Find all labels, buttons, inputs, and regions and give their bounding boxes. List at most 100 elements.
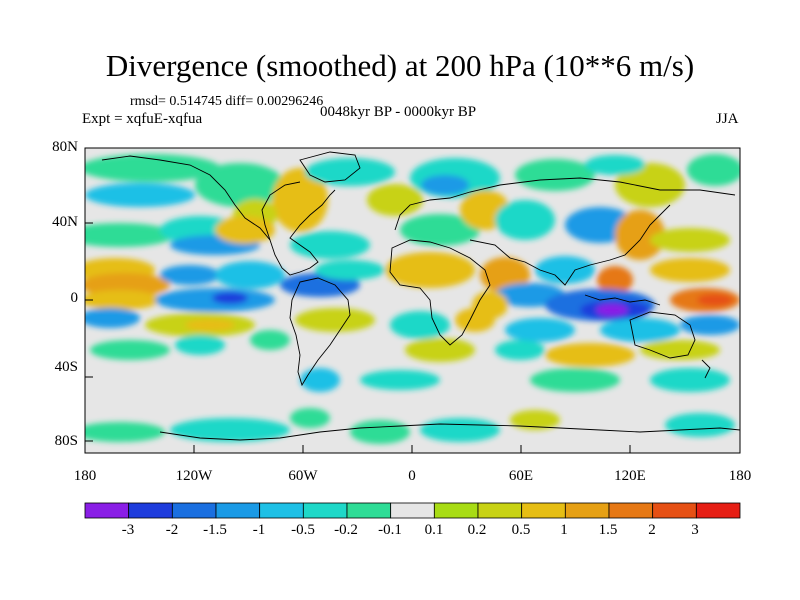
lat-label: 0: [70, 290, 79, 306]
contour-patch: [390, 311, 450, 339]
contour-patch: [85, 223, 175, 247]
contour-patch: [305, 158, 395, 186]
contour-patch: [600, 318, 680, 342]
stats-text: rmsd= 0.514745 diff= 0.00296246: [130, 94, 324, 109]
indonesia-coast: [584, 294, 661, 306]
contour-patch: [687, 154, 740, 186]
contour-patch: [250, 330, 290, 350]
colorbar-box: [302, 502, 348, 519]
colorbar-box: [390, 502, 435, 519]
contour-patch: [495, 340, 545, 360]
colorbar-label: -0.5: [291, 522, 315, 538]
greenland-coast: [299, 151, 361, 183]
contour-patch: [545, 343, 635, 367]
lon-label: 0: [408, 468, 416, 484]
africa-coast: [389, 239, 491, 346]
colorbar-box: [652, 502, 697, 519]
contour-patch: [170, 418, 290, 442]
colorbar-label: -0.2: [334, 522, 358, 538]
lat-label: 80N: [52, 139, 78, 155]
lat-label: 40S: [54, 359, 78, 375]
colorbar-box: [84, 502, 130, 519]
colorbar-label: 2: [648, 522, 656, 538]
contour-patch: [510, 410, 560, 430]
contour-patch: [360, 370, 440, 390]
colorbar-box: [433, 502, 479, 519]
contour-patch: [215, 216, 275, 244]
contour-patch: [597, 266, 633, 294]
contour-patch: [495, 200, 555, 240]
contour-patch: [505, 318, 575, 342]
colorbar-box: [171, 502, 217, 519]
colorbar-label: 0.5: [511, 522, 531, 538]
colorbar-label: -2: [165, 522, 179, 538]
contour-patch: [665, 413, 735, 437]
contour-patch: [385, 252, 475, 288]
colorbar-label: -3: [121, 522, 135, 538]
contour-patch: [212, 292, 248, 304]
contour-patch: [85, 290, 160, 310]
contour-patch: [85, 154, 220, 182]
contour-patch: [295, 308, 375, 332]
contour-patch: [215, 261, 285, 289]
colorbar-label: 0.1: [424, 522, 444, 538]
period-label: 0048kyr BP - 0000kyr BP: [320, 104, 477, 120]
coastlines: [101, 151, 740, 441]
contour-patch: [367, 184, 423, 216]
lon-label: 180: [73, 468, 97, 484]
colorbar-label: 3: [691, 522, 699, 538]
lat-label: 40N: [52, 214, 78, 230]
colorbar-box: [564, 502, 610, 519]
eurasia-coast: [394, 177, 736, 231]
colorbar: [84, 502, 741, 519]
colorbar-box: [128, 502, 173, 519]
contour-patch: [400, 214, 480, 246]
contour-patch: [455, 308, 495, 332]
contour-patch: [650, 258, 730, 282]
colorbar-box: [215, 502, 261, 519]
contour-patch: [195, 163, 285, 207]
contour-patch: [596, 304, 628, 316]
contour-patch: [420, 418, 500, 442]
colorbar-box: [346, 502, 392, 519]
plot-title: Divergence (smoothed) at 200 hPa (10**6 …: [105, 48, 695, 83]
asia-coast: [469, 204, 671, 286]
contour-patch: [650, 368, 730, 392]
contour-patch: [697, 294, 733, 306]
contour-patch: [300, 368, 340, 392]
contour-patch: [175, 335, 225, 355]
contour-patch: [650, 228, 730, 252]
lon-label: 120E: [614, 468, 646, 484]
australia-coast: [629, 311, 696, 359]
colorbar-label: 1: [560, 522, 568, 538]
contour-patch: [85, 308, 140, 328]
contour-patch: [185, 319, 235, 331]
lat-label: 80S: [54, 433, 78, 449]
colorbar-label: -1: [252, 522, 266, 538]
season-label: JJA: [716, 111, 739, 127]
south-america-coast: [289, 277, 351, 387]
experiment-label: Expt = xqfuE-xqfua: [82, 111, 203, 127]
contour-patch: [350, 420, 410, 444]
contour-patch: [290, 231, 370, 259]
lon-label: 60E: [508, 468, 534, 484]
contour-patch: [680, 315, 740, 335]
colorbar-label: -1.5: [203, 522, 227, 538]
divergence-field: [85, 151, 740, 444]
contour-patch: [272, 168, 328, 232]
contour-patch: [405, 338, 475, 362]
north-america-coast: [261, 181, 301, 241]
colorbar-box: [259, 502, 304, 519]
colorbar-label: 1.5: [598, 522, 618, 538]
colorbar-label: 0.2: [467, 522, 487, 538]
colorbar-box: [608, 502, 654, 519]
lon-label: 180: [728, 468, 752, 484]
contour-patch: [160, 265, 220, 285]
colorbar-box: [521, 502, 566, 519]
contour-patch: [90, 340, 170, 360]
contour-patch: [585, 155, 645, 175]
contour-patch: [515, 159, 595, 191]
contour-patch: [315, 260, 385, 280]
colorbar-box: [695, 502, 741, 519]
